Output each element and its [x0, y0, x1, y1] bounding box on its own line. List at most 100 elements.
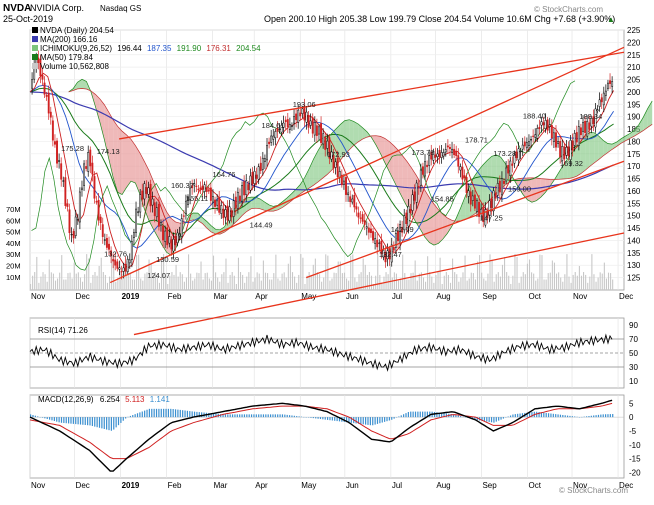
macd-histogram-bar: [154, 409, 155, 417]
candle-body: [449, 147, 450, 148]
candle-body: [223, 209, 224, 218]
ichimoku-cloud-bear: [532, 178, 537, 202]
candle-body: [198, 189, 199, 190]
macd-histogram-bar: [78, 417, 79, 424]
candle-body: [310, 121, 311, 126]
volume-bar: [552, 260, 553, 290]
macd-histogram-bar: [315, 417, 316, 418]
candle-body: [273, 136, 274, 139]
candle-body: [127, 259, 128, 272]
volume-bar: [176, 265, 177, 290]
macd-histogram-bar: [327, 417, 328, 420]
macd-histogram-bar: [66, 417, 67, 423]
candle-body: [470, 192, 471, 205]
volume-bar: [336, 273, 337, 290]
macd-histogram-bar: [586, 416, 587, 417]
candle-body: [580, 128, 581, 135]
volume-bar: [290, 256, 291, 290]
volume-bar: [329, 281, 330, 290]
candle-body: [71, 234, 72, 235]
macd-histogram-bar: [173, 409, 174, 417]
candle-body: [474, 195, 475, 208]
volume-bar: [67, 273, 68, 290]
macd-histogram-bar: [329, 417, 330, 420]
volume-bar: [302, 258, 303, 290]
volume-bar: [30, 284, 31, 290]
price-tick-label: 170: [627, 162, 641, 171]
legend-ichimoku: ICHIMOKU(9,26,52) 196.44 187.35 191.90 1…: [40, 44, 261, 53]
candle-body: [231, 211, 232, 217]
macd-histogram-bar: [588, 416, 589, 417]
company: NVIDIA Corp.: [30, 3, 84, 13]
volume-bar: [548, 273, 549, 290]
candle-body: [439, 150, 440, 157]
price-tick-label: 225: [627, 26, 641, 35]
volume-bar: [275, 255, 276, 290]
macd-histogram-bar: [92, 417, 93, 426]
volume-bar: [346, 278, 347, 290]
legend-ma200-swatch: [32, 36, 38, 42]
volume-bar: [435, 275, 436, 290]
ichimoku-cloud-bear: [438, 210, 442, 244]
volume-bar: [450, 283, 451, 290]
volume-bar: [465, 256, 466, 290]
macd-histogram-bar: [519, 414, 520, 418]
macd-histogram-bar: [503, 417, 504, 418]
macd-histogram-bar: [413, 412, 414, 418]
candle-body: [578, 127, 579, 146]
x-tick-label: Aug: [436, 292, 450, 301]
macd-histogram-bar: [394, 417, 395, 419]
volume-bar: [579, 266, 580, 290]
candle-body: [270, 136, 271, 142]
candle-body: [214, 200, 215, 207]
candle-body: [424, 162, 425, 176]
macd-histogram-bar: [59, 417, 60, 422]
price-tick-label: 155: [627, 199, 641, 208]
candle-body: [524, 142, 525, 146]
candle-body: [50, 112, 51, 117]
volume-bar: [487, 274, 488, 290]
macd-histogram-bar: [227, 414, 228, 417]
macd-histogram-bar: [111, 417, 112, 431]
date: 25-Oct-2019: [3, 14, 53, 24]
macd-histogram-bar: [282, 414, 283, 417]
candle-body: [376, 240, 377, 247]
macd-histogram-bar: [569, 416, 570, 417]
volume-bar: [221, 274, 222, 290]
candle-body: [206, 188, 207, 192]
trendline: [110, 47, 624, 282]
macd-histogram-bar: [139, 412, 140, 417]
macd-histogram-bar: [230, 414, 231, 417]
candle-body: [275, 131, 276, 137]
candle-body: [297, 110, 298, 122]
macd-histogram-bar: [337, 417, 338, 421]
candle-body: [374, 239, 375, 244]
candle-body: [354, 195, 355, 207]
volume-bar: [544, 280, 545, 290]
macd-histogram-bar: [149, 409, 150, 417]
candle-body: [167, 228, 168, 245]
price-tick-label: 125: [627, 274, 641, 283]
macd-histogram-bar: [289, 415, 290, 417]
macd-histogram-bar: [201, 412, 202, 417]
candle-body: [358, 213, 359, 217]
candle-body: [347, 193, 348, 195]
volume-bar: [47, 282, 48, 290]
volume-bar: [140, 278, 141, 290]
candle-body: [505, 168, 506, 181]
volume-bar: [550, 273, 551, 290]
macd-histogram-bar: [51, 417, 52, 420]
volume-bar: [477, 262, 478, 290]
candle-body: [379, 243, 380, 244]
volume-bar: [568, 277, 569, 290]
macd-histogram-bar: [356, 417, 357, 423]
volume-bar: [589, 277, 590, 290]
volume-bar: [240, 272, 241, 290]
price-tick-label: 215: [627, 51, 641, 60]
price-annotation: 173.78: [412, 148, 435, 157]
candle-body: [117, 262, 118, 269]
volume-bar: [136, 255, 137, 290]
candle-body: [339, 171, 340, 177]
candle-body: [266, 145, 267, 159]
candle-body: [200, 188, 201, 189]
